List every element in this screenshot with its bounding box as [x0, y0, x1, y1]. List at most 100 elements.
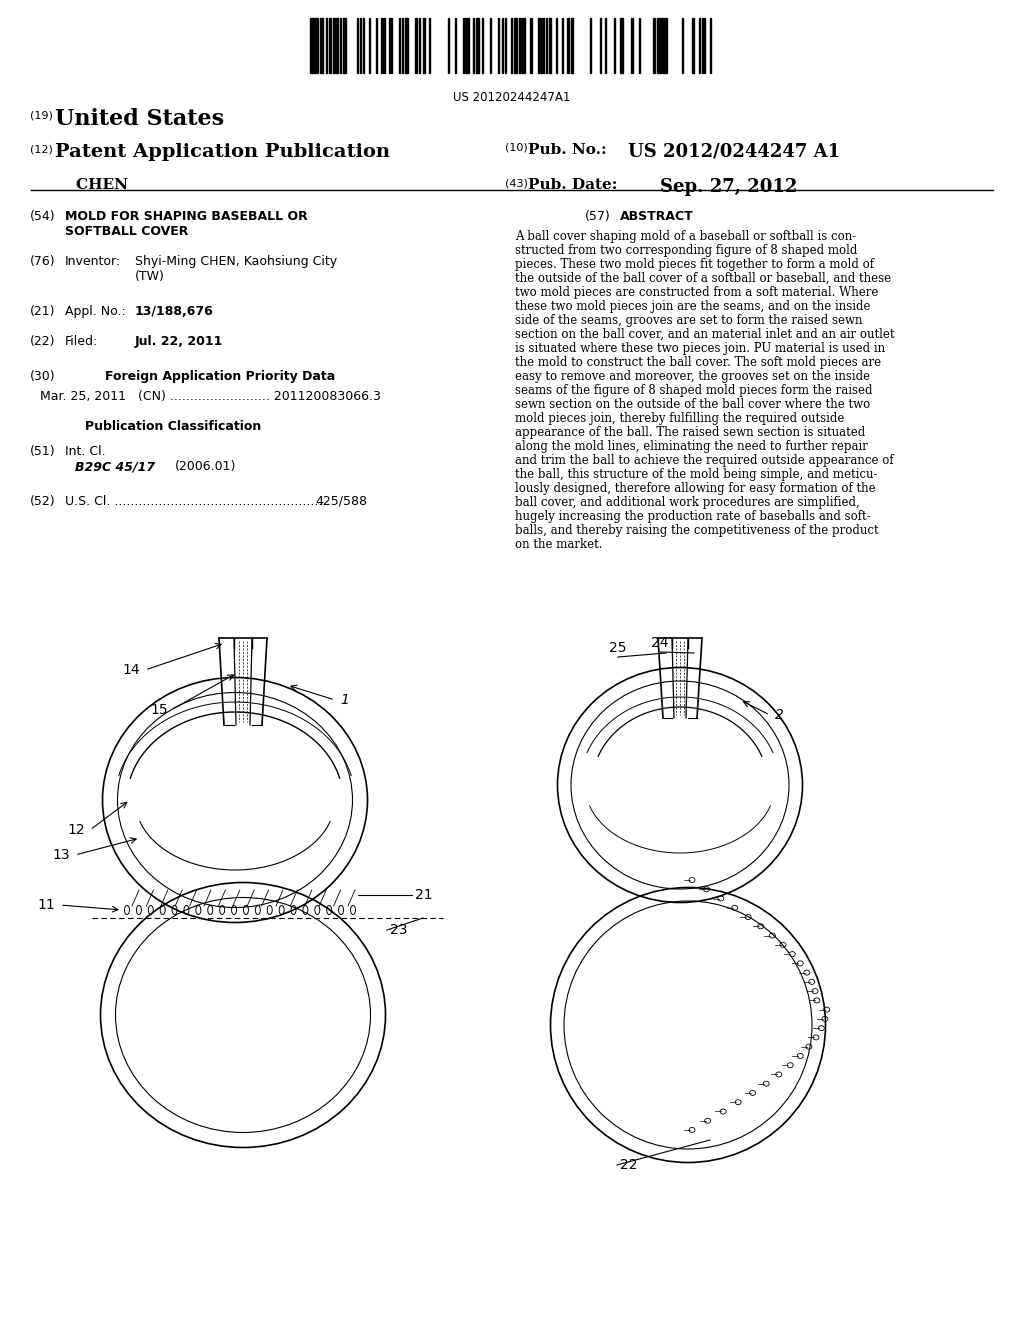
Text: 21: 21 [415, 888, 432, 902]
Bar [620, 18, 623, 73]
Bar [329, 18, 331, 73]
Text: Filed:: Filed: [65, 335, 98, 348]
Text: Inventor:: Inventor: [65, 255, 121, 268]
Text: 25: 25 [609, 642, 627, 655]
Bar [519, 18, 521, 73]
Bar [423, 18, 425, 73]
Bar [383, 18, 385, 73]
Bar [336, 18, 338, 73]
Text: (22): (22) [30, 335, 55, 348]
Text: Publication Classification: Publication Classification [85, 420, 261, 433]
Bar [316, 18, 318, 73]
Text: sewn section on the outside of the ball cover where the two: sewn section on the outside of the ball … [515, 399, 870, 411]
Text: Int. Cl.: Int. Cl. [65, 445, 105, 458]
Text: (19): (19) [30, 110, 53, 120]
Bar [660, 18, 662, 73]
Text: appearance of the ball. The raised sewn section is situated: appearance of the ball. The raised sewn … [515, 426, 865, 440]
Text: Pub. No.:: Pub. No.: [528, 143, 606, 157]
Bar [463, 18, 465, 73]
Bar [631, 18, 633, 73]
Text: hugely increasing the production rate of baseballs and soft-: hugely increasing the production rate of… [515, 510, 870, 523]
Text: SOFTBALL COVER: SOFTBALL COVER [65, 224, 188, 238]
Text: 11: 11 [37, 898, 55, 912]
Bar [538, 18, 540, 73]
Bar [476, 18, 479, 73]
Text: Patent Application Publication: Patent Application Publication [55, 143, 390, 161]
Text: ball cover, and additional work procedures are simplified,: ball cover, and additional work procedur… [515, 496, 860, 510]
Text: structed from two corresponding figure of 8 shaped mold: structed from two corresponding figure o… [515, 244, 857, 257]
Text: Jul. 22, 2011: Jul. 22, 2011 [135, 335, 223, 348]
Bar [514, 18, 517, 73]
Text: the ball, this structure of the mold being simple, and meticu-: the ball, this structure of the mold bei… [515, 469, 878, 480]
Text: along the mold lines, eliminating the need to further repair: along the mold lines, eliminating the ne… [515, 440, 868, 453]
Text: Foreign Application Priority Data: Foreign Application Priority Data [105, 370, 335, 383]
Text: and trim the ball to achieve the required outside appearance of: and trim the ball to achieve the require… [515, 454, 894, 467]
Text: Sep. 27, 2012: Sep. 27, 2012 [660, 178, 798, 195]
Text: (51): (51) [30, 445, 55, 458]
Text: 15: 15 [151, 704, 168, 717]
Text: A ball cover shaping mold of a baseball or softball is con-: A ball cover shaping mold of a baseball … [515, 230, 856, 243]
Text: CHEN: CHEN [55, 178, 128, 191]
Text: these two mold pieces join are the seams, and on the inside: these two mold pieces join are the seams… [515, 300, 870, 313]
Bar [415, 18, 417, 73]
Text: is situated where these two pieces join. PU material is used in: is situated where these two pieces join.… [515, 342, 885, 355]
Bar [692, 18, 694, 73]
Bar [406, 18, 408, 73]
Text: 14: 14 [123, 663, 140, 677]
Bar [665, 18, 667, 73]
Bar [530, 18, 532, 73]
Text: (10): (10) [505, 143, 527, 153]
Text: US 2012/0244247 A1: US 2012/0244247 A1 [628, 143, 840, 161]
Text: 425/588: 425/588 [315, 495, 367, 508]
Bar [653, 18, 655, 73]
Text: U.S. Cl. .....................................................: U.S. Cl. ...............................… [65, 495, 327, 508]
Text: (21): (21) [30, 305, 55, 318]
Text: (TW): (TW) [135, 271, 165, 282]
Text: Mar. 25, 2011   (CN) ......................... 201120083066.3: Mar. 25, 2011 (CN) .....................… [40, 389, 381, 403]
Text: the outside of the ball cover of a softball or baseball, and these: the outside of the ball cover of a softb… [515, 272, 891, 285]
Text: two mold pieces are constructed from a soft material. Where: two mold pieces are constructed from a s… [515, 286, 879, 300]
Text: 13: 13 [52, 847, 70, 862]
Bar [312, 18, 315, 73]
Bar [571, 18, 573, 73]
Text: Appl. No.:: Appl. No.: [65, 305, 126, 318]
Text: Pub. Date:: Pub. Date: [528, 178, 617, 191]
Text: (30): (30) [30, 370, 55, 383]
Text: Shyi-Ming CHEN, Kaohsiung City: Shyi-Ming CHEN, Kaohsiung City [135, 255, 337, 268]
Text: balls, and thereby raising the competitiveness of the product: balls, and thereby raising the competiti… [515, 524, 879, 537]
Text: (76): (76) [30, 255, 55, 268]
Bar [466, 18, 469, 73]
Bar [567, 18, 569, 73]
Text: side of the seams, grooves are set to form the raised sewn: side of the seams, grooves are set to fo… [515, 314, 862, 327]
Text: easy to remove and moreover, the grooves set on the inside: easy to remove and moreover, the grooves… [515, 370, 870, 383]
Text: US 20120244247A1: US 20120244247A1 [454, 91, 570, 104]
Text: (43): (43) [505, 178, 528, 187]
Text: 12: 12 [68, 822, 85, 837]
Text: 2: 2 [775, 708, 784, 722]
Text: United States: United States [55, 108, 224, 129]
Text: (12): (12) [30, 145, 53, 154]
Text: 22: 22 [620, 1158, 638, 1172]
Bar [343, 18, 346, 73]
Text: pieces. These two mold pieces fit together to form a mold of: pieces. These two mold pieces fit togeth… [515, 257, 874, 271]
Text: (57): (57) [585, 210, 610, 223]
Bar [657, 18, 659, 73]
Text: B29C 45/17: B29C 45/17 [75, 459, 155, 473]
Text: lously designed, therefore allowing for easy formation of the: lously designed, therefore allowing for … [515, 482, 876, 495]
Text: (2006.01): (2006.01) [175, 459, 237, 473]
Text: on the market.: on the market. [515, 539, 602, 550]
Bar [549, 18, 551, 73]
Bar [333, 18, 335, 73]
Text: section on the ball cover, and an material inlet and an air outlet: section on the ball cover, and an materi… [515, 327, 895, 341]
Text: seams of the figure of 8 shaped mold pieces form the raised: seams of the figure of 8 shaped mold pie… [515, 384, 872, 397]
Text: MOLD FOR SHAPING BASEBALL OR: MOLD FOR SHAPING BASEBALL OR [65, 210, 308, 223]
Text: (54): (54) [30, 210, 55, 223]
Text: 1: 1 [340, 693, 349, 708]
Text: 23: 23 [390, 923, 408, 937]
Text: the mold to construct the ball cover. The soft mold pieces are: the mold to construct the ball cover. Th… [515, 356, 881, 370]
Text: ABSTRACT: ABSTRACT [620, 210, 693, 223]
Text: (52): (52) [30, 495, 55, 508]
Text: 13/188,676: 13/188,676 [135, 305, 214, 318]
Text: 24: 24 [651, 636, 669, 649]
Text: mold pieces join, thereby fulfilling the required outside: mold pieces join, thereby fulfilling the… [515, 412, 845, 425]
